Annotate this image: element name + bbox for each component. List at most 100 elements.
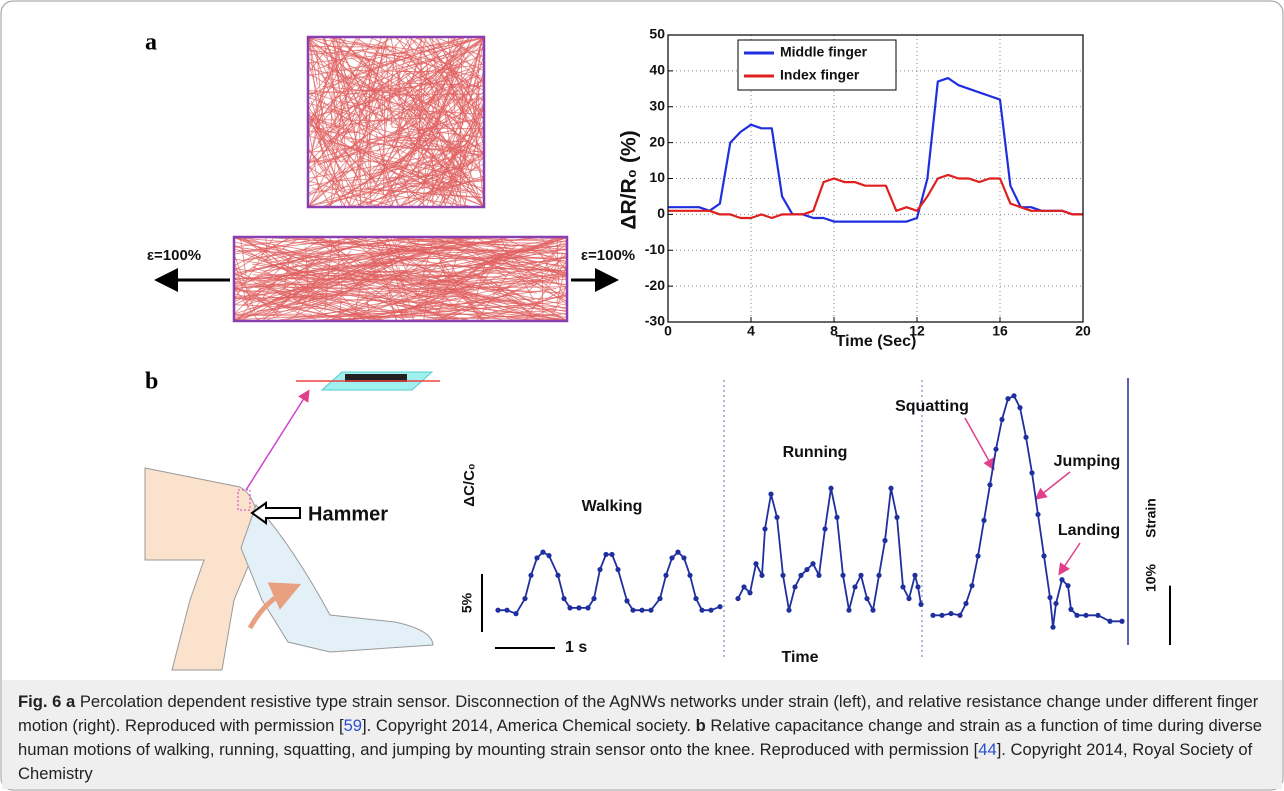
nanowire bbox=[308, 156, 429, 179]
y-tick-label: 50 bbox=[649, 26, 665, 42]
nanowire bbox=[350, 137, 397, 207]
x-tick-label: 20 bbox=[1075, 323, 1091, 339]
data-point bbox=[900, 584, 906, 590]
data-point bbox=[504, 607, 510, 613]
data-point bbox=[804, 566, 810, 573]
data-point bbox=[540, 549, 546, 555]
nanowire bbox=[391, 39, 473, 69]
nanowire bbox=[234, 237, 322, 260]
nanowire bbox=[366, 67, 387, 126]
nanowire bbox=[352, 80, 437, 126]
legend-label: Index finger bbox=[780, 67, 860, 83]
nanowire bbox=[397, 279, 534, 285]
nanowire bbox=[316, 118, 367, 136]
nanowire bbox=[447, 37, 456, 115]
nanowire bbox=[272, 243, 314, 287]
data-point bbox=[735, 595, 741, 602]
nanowire bbox=[385, 247, 537, 280]
nanowire bbox=[368, 241, 488, 268]
nanowire bbox=[426, 46, 468, 124]
nanowire bbox=[306, 295, 380, 321]
nanowire bbox=[348, 88, 386, 207]
nanowire bbox=[427, 99, 475, 127]
nanowire bbox=[333, 37, 347, 154]
panel-label: a bbox=[65, 692, 76, 711]
legend-box bbox=[737, 39, 897, 91]
nanowire bbox=[234, 237, 361, 253]
data-point bbox=[870, 607, 876, 613]
nanowire bbox=[456, 76, 478, 126]
nanowire bbox=[364, 98, 372, 207]
nanowire bbox=[460, 37, 464, 126]
caption-band bbox=[2, 680, 1282, 789]
nanowire bbox=[328, 141, 431, 207]
nanowire bbox=[523, 287, 567, 313]
series-line bbox=[668, 173, 1083, 220]
reference[interactable]: 44 bbox=[978, 740, 997, 759]
data-point bbox=[792, 584, 798, 590]
data-point bbox=[1023, 434, 1029, 440]
nanowire bbox=[396, 37, 427, 81]
data-point bbox=[648, 607, 654, 613]
y-tick-label: -10 bbox=[645, 241, 665, 257]
annotation: Squatting bbox=[895, 398, 969, 415]
nanowire bbox=[478, 278, 537, 317]
data-point bbox=[555, 572, 561, 578]
data-point bbox=[1029, 470, 1035, 476]
nanowire bbox=[308, 57, 412, 77]
strain-label: ε=100% bbox=[147, 247, 201, 264]
nanowire bbox=[369, 239, 500, 256]
data-point bbox=[1059, 577, 1065, 583]
data-point bbox=[816, 572, 822, 578]
data-point bbox=[615, 566, 621, 573]
nanowire bbox=[418, 153, 484, 207]
nanowire bbox=[323, 285, 405, 321]
nanowire bbox=[417, 237, 567, 246]
nanowire bbox=[234, 280, 373, 298]
nanowire bbox=[424, 147, 484, 153]
data-point bbox=[858, 572, 864, 578]
data-point bbox=[846, 607, 852, 613]
data-point bbox=[1041, 553, 1047, 559]
nanowire bbox=[237, 286, 265, 321]
caption-text: Percolation dependent resistive type str… bbox=[18, 692, 1259, 735]
nanowire bbox=[308, 37, 390, 50]
data-point bbox=[717, 604, 723, 610]
network-box bbox=[232, 235, 569, 323]
nanowire bbox=[409, 114, 460, 171]
nanowire bbox=[308, 37, 358, 109]
x-tick-label: 8 bbox=[830, 323, 838, 339]
data-point bbox=[852, 584, 858, 590]
reference[interactable]: 59 bbox=[343, 716, 363, 735]
nanowire bbox=[439, 157, 484, 207]
nanowire bbox=[308, 58, 378, 92]
data-point bbox=[1083, 612, 1089, 618]
data-point bbox=[1119, 618, 1125, 624]
nanowire bbox=[423, 103, 482, 133]
nanowire bbox=[352, 262, 367, 321]
nanowire bbox=[308, 37, 346, 126]
data-point bbox=[759, 572, 765, 578]
data-point bbox=[1074, 612, 1080, 618]
nanowire bbox=[377, 237, 409, 267]
nanowire bbox=[407, 119, 484, 194]
nanowire bbox=[478, 267, 567, 272]
data-point bbox=[513, 611, 519, 617]
data-point bbox=[669, 555, 675, 561]
nanowire bbox=[480, 293, 567, 321]
data-point bbox=[681, 555, 687, 561]
data-point bbox=[495, 607, 501, 613]
nanowire bbox=[335, 102, 413, 159]
nanowire bbox=[419, 272, 567, 295]
caption: Fig. 6 a Percolation dependent resistive… bbox=[18, 690, 1268, 786]
nanowire bbox=[343, 137, 371, 207]
nanowire bbox=[369, 133, 372, 185]
y-tick-label: 30 bbox=[649, 97, 665, 113]
nanowire bbox=[291, 268, 451, 320]
nanowire bbox=[346, 140, 428, 194]
nanowire bbox=[401, 275, 505, 287]
y-tick-label: 40 bbox=[649, 62, 665, 78]
nanowire bbox=[388, 141, 463, 185]
x-tick-label: 16 bbox=[992, 323, 1008, 339]
data-point bbox=[999, 416, 1005, 423]
